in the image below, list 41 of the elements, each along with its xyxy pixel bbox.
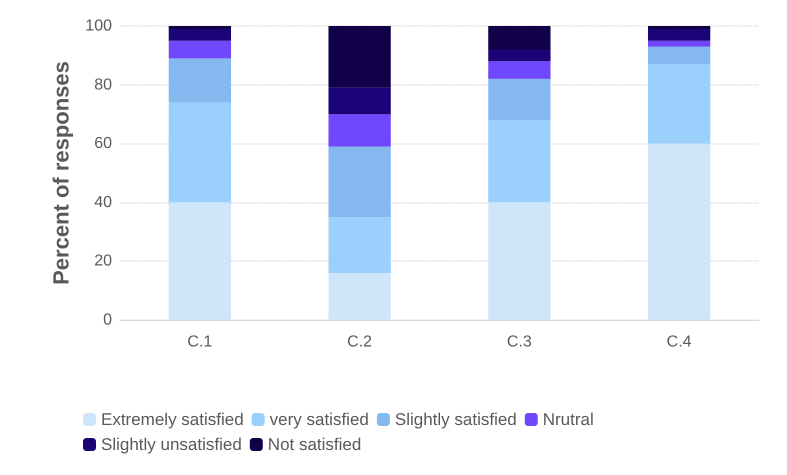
- bar: [168, 58, 232, 102]
- y-axis-title: Percent of responses: [48, 61, 74, 285]
- y-tick-label: 80: [94, 76, 112, 94]
- y-tick-label: 20: [94, 252, 112, 270]
- bar: [488, 26, 551, 50]
- bar: [168, 28, 232, 41]
- bar: [488, 78, 551, 120]
- bar: [488, 120, 551, 202]
- legend-label: Slightly unsatisfied: [101, 435, 242, 454]
- legend-label: Slightly satisfied: [394, 410, 517, 429]
- bar: [168, 40, 232, 58]
- bar: [648, 46, 710, 64]
- bar: [488, 61, 551, 79]
- bar: [168, 202, 232, 320]
- bar: [328, 26, 391, 88]
- bar: [328, 217, 391, 273]
- bar: [328, 272, 391, 320]
- y-tick-label: 60: [94, 135, 112, 152]
- bar: [488, 202, 551, 320]
- legend-label: Not satisfied: [268, 435, 362, 454]
- legend-label: Extremely satisfied: [101, 410, 244, 429]
- bar: [648, 28, 710, 41]
- bar: [328, 88, 391, 114]
- x-tick-label: C.1: [187, 334, 212, 350]
- bar: [648, 40, 710, 47]
- legend-label: Nrutral: [542, 410, 594, 429]
- bar: [488, 50, 551, 62]
- bar: [328, 146, 391, 218]
- bar: [648, 144, 710, 320]
- bar: [648, 64, 710, 144]
- y-tick-label: 0: [103, 312, 112, 328]
- y-tick-label: 100: [85, 18, 112, 34]
- bar: [168, 26, 232, 29]
- bar: [648, 26, 710, 29]
- legend-label: very satisfied: [270, 410, 369, 429]
- x-tick-label: C.4: [666, 334, 692, 350]
- y-tick-label: 40: [94, 194, 112, 211]
- x-tick-label: C.3: [506, 334, 532, 350]
- x-tick-label: C.2: [347, 334, 372, 350]
- bar: [328, 114, 391, 147]
- bar: [168, 102, 232, 202]
